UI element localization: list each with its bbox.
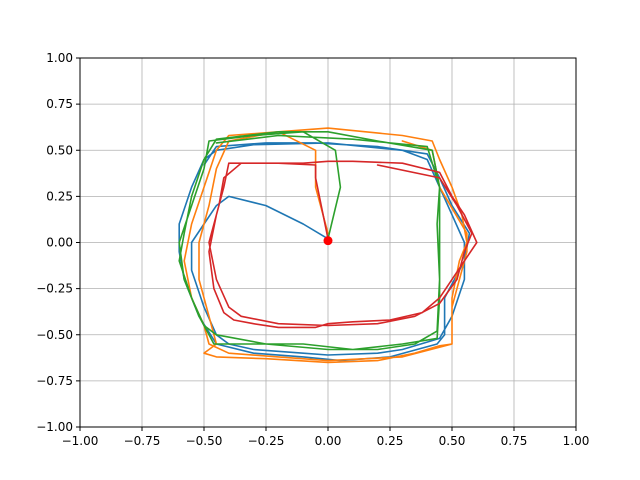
y-tick-label: 0.50: [46, 143, 73, 157]
x-tick-label: −0.25: [248, 434, 285, 448]
series-line-3: [178, 131, 441, 351]
y-tick-label: −0.50: [36, 328, 73, 342]
origin-marker: [323, 236, 333, 246]
series-line-4: [208, 160, 478, 329]
x-tick-label: 0.50: [439, 434, 466, 448]
tick-group: −1.00 −0.75 −0.50 −0.25 0.00 0.25 0.50 0.75 1.00…: [36, 51, 589, 448]
y-tick-label: −0.25: [36, 282, 73, 296]
y-tick-label: −0.75: [36, 374, 73, 388]
x-tick-label: −0.75: [124, 434, 161, 448]
x-tick-label: 0.25: [377, 434, 404, 448]
y-tick-label: 0.00: [46, 236, 73, 250]
x-tick-label: 0.00: [315, 434, 342, 448]
y-tick-label: 0.25: [46, 189, 73, 203]
y-tick-label: 1.00: [46, 51, 73, 65]
x-tick-label: 1.00: [563, 434, 590, 448]
x-tick-label: −0.50: [186, 434, 223, 448]
series-line-2: [183, 127, 468, 364]
marker-group: [323, 236, 333, 246]
series-group: [178, 127, 478, 364]
y-tick-label: −1.00: [36, 420, 73, 434]
x-tick-label: −1.00: [62, 434, 99, 448]
y-tick-label: 0.75: [46, 97, 73, 111]
x-tick-label: 0.75: [501, 434, 528, 448]
